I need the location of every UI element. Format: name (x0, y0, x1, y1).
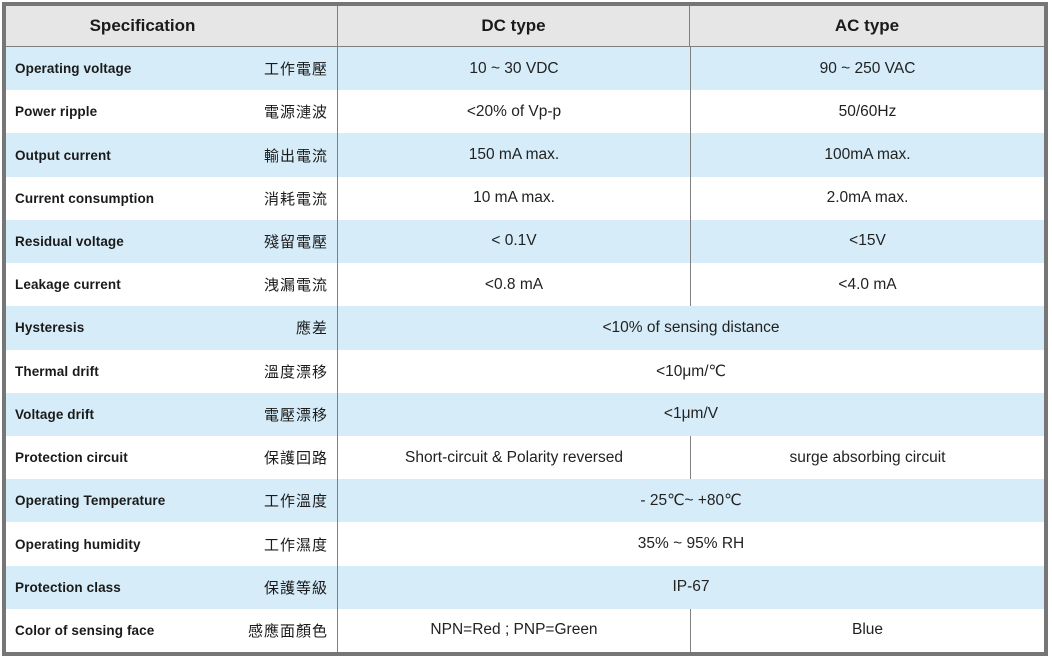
spec-cell: Thermal drift 溫度漂移 (6, 349, 338, 393)
dc-value: 10 ~ 30 VDC (469, 59, 559, 77)
spec-label-zh: 感應面顏色 (247, 622, 328, 640)
table-row: Protection circuit 保護回路 Short-circuit & Po… (6, 435, 1044, 480)
dc-value: 10 mA max. (473, 189, 555, 207)
table-row: Operating Temperature 工作溫度 - 25℃~ +80℃ (6, 479, 1044, 523)
table-row: Color of sensing face 感應面顏色 NPN=Red ; PNP=… (6, 608, 1044, 653)
ac-value: 2.0mA max. (690, 176, 1044, 220)
spec-cell: Operating Temperature 工作溫度 (6, 479, 338, 523)
header-ac-type: AC type (834, 16, 900, 35)
spec-label-zh: 消耗電流 (263, 190, 328, 208)
merged-value: - 25℃~ +80℃ (640, 492, 742, 510)
spec-label-zh: 輸出電流 (263, 147, 328, 165)
ac-value: <15V (690, 219, 1044, 264)
ac-value: 100mA max. (690, 133, 1044, 177)
dc-value: 150 mA max. (468, 146, 560, 164)
dc-value: <20% of Vp-p (466, 102, 562, 120)
ac-value: Blue (690, 608, 1044, 653)
merged-value: 35% ~ 95% RH (637, 535, 745, 553)
table-header-row: Specification DC type AC type (6, 6, 1044, 47)
spec-label-zh: 殘留電壓 (263, 233, 328, 251)
table-row: Voltage drift 電壓漂移 <1μm/V (6, 392, 1044, 436)
table-row: Current consumption 消耗電流 10 mA max. 2.0mA m… (6, 176, 1044, 220)
spec-label-en: Leakage current (15, 277, 121, 293)
spec-label-zh: 工作溫度 (263, 493, 328, 511)
spec-label-zh: 工作濕度 (263, 536, 328, 554)
header-specification: Specification (6, 6, 338, 46)
spec-label-en: Operating voltage (15, 61, 132, 77)
spec-cell: Protection class 保護等級 (6, 565, 338, 609)
merged-value: <10% of sensing distance (602, 318, 780, 336)
spec-label-zh: 應差 (295, 320, 328, 338)
spec-label-en: Output current (15, 147, 111, 163)
spec-label-zh: 工作電壓 (263, 61, 328, 79)
table-row: Output current 輸出電流 150 mA max. 100mA max. (6, 133, 1044, 177)
merged-value: IP-67 (672, 578, 710, 596)
spec-cell: Voltage drift 電壓漂移 (6, 392, 338, 436)
table-row: Protection class 保護等級 IP-67 (6, 565, 1044, 609)
spec-cell: Protection circuit 保護回路 (6, 435, 338, 480)
table-row: Residual voltage 殘留電壓 < 0.1V <15V (6, 219, 1044, 264)
spec-cell: Color of sensing face 感應面顏色 (6, 608, 338, 653)
dc-value: Short-circuit & Polarity reversed (405, 448, 623, 466)
table-row: Power ripple 電源漣波 <20% of Vp-p 50/60Hz (6, 90, 1044, 134)
dc-value: < 0.1V (491, 232, 537, 250)
spec-cell: Hysteresis 應差 (6, 306, 338, 350)
spec-label-zh: 電源漣波 (263, 104, 328, 122)
merged-value: <10μm/℃ (656, 362, 726, 380)
ac-value: 90 ~ 250 VAC (690, 47, 1044, 91)
dc-value: NPN=Red ; PNP=Green (430, 621, 598, 639)
ac-value: surge absorbing circuit (690, 435, 1044, 480)
table-row: Operating voltage 工作電壓 10 ~ 30 VDC 90 ~ 250… (6, 47, 1044, 91)
spec-label-en: Voltage drift (15, 406, 95, 422)
spec-label-en: Current consumption (15, 190, 155, 206)
spec-label-zh: 保護回路 (263, 450, 328, 468)
ac-value: 50/60Hz (690, 90, 1044, 134)
spec-label-en: Thermal drift (15, 363, 99, 379)
spec-cell: Current consumption 消耗電流 (6, 176, 338, 220)
spec-label-en: Hysteresis (15, 320, 85, 336)
table-row: Thermal drift 溫度漂移 <10μm/℃ (6, 349, 1044, 393)
spec-label-zh: 溫度漂移 (263, 363, 328, 381)
spec-cell: Leakage current 洩漏電流 (6, 263, 338, 307)
table-row: Hysteresis 應差 <10% of sensing distance (6, 306, 1044, 350)
ac-value: <4.0 mA (690, 263, 1044, 307)
dc-value: <0.8 mA (484, 275, 544, 293)
table-rows: Operating voltage 工作電壓 10 ~ 30 VDC 90 ~ 250… (6, 47, 1044, 653)
spec-label-en: Operating humidity (15, 536, 141, 552)
spec-label-en: Protection circuit (15, 450, 128, 466)
spec-cell: Residual voltage 殘留電壓 (6, 219, 338, 264)
spec-cell: Power ripple 電源漣波 (6, 90, 338, 134)
table-row: Operating humidity 工作濕度 35% ~ 95% RH (6, 522, 1044, 566)
spec-label-zh: 電壓漂移 (263, 406, 328, 424)
header-dc-type: DC type (338, 6, 690, 46)
merged-value: <1μm/V (663, 405, 719, 423)
spec-label-en: Color of sensing face (15, 622, 155, 638)
spec-label-en: Power ripple (15, 104, 98, 120)
spec-cell: Output current 輸出電流 (6, 133, 338, 177)
spec-label-zh: 洩漏電流 (263, 277, 328, 295)
spec-label-zh: 保護等級 (263, 579, 328, 597)
table-row: Leakage current 洩漏電流 <0.8 mA <4.0 mA (6, 263, 1044, 307)
spec-cell: Operating voltage 工作電壓 (6, 47, 338, 91)
spec-label-en: Residual voltage (15, 233, 124, 249)
spec-cell: Operating humidity 工作濕度 (6, 522, 338, 566)
spec-label-en: Protection class (15, 579, 121, 595)
spec-label-en: Operating Temperature (15, 493, 166, 509)
